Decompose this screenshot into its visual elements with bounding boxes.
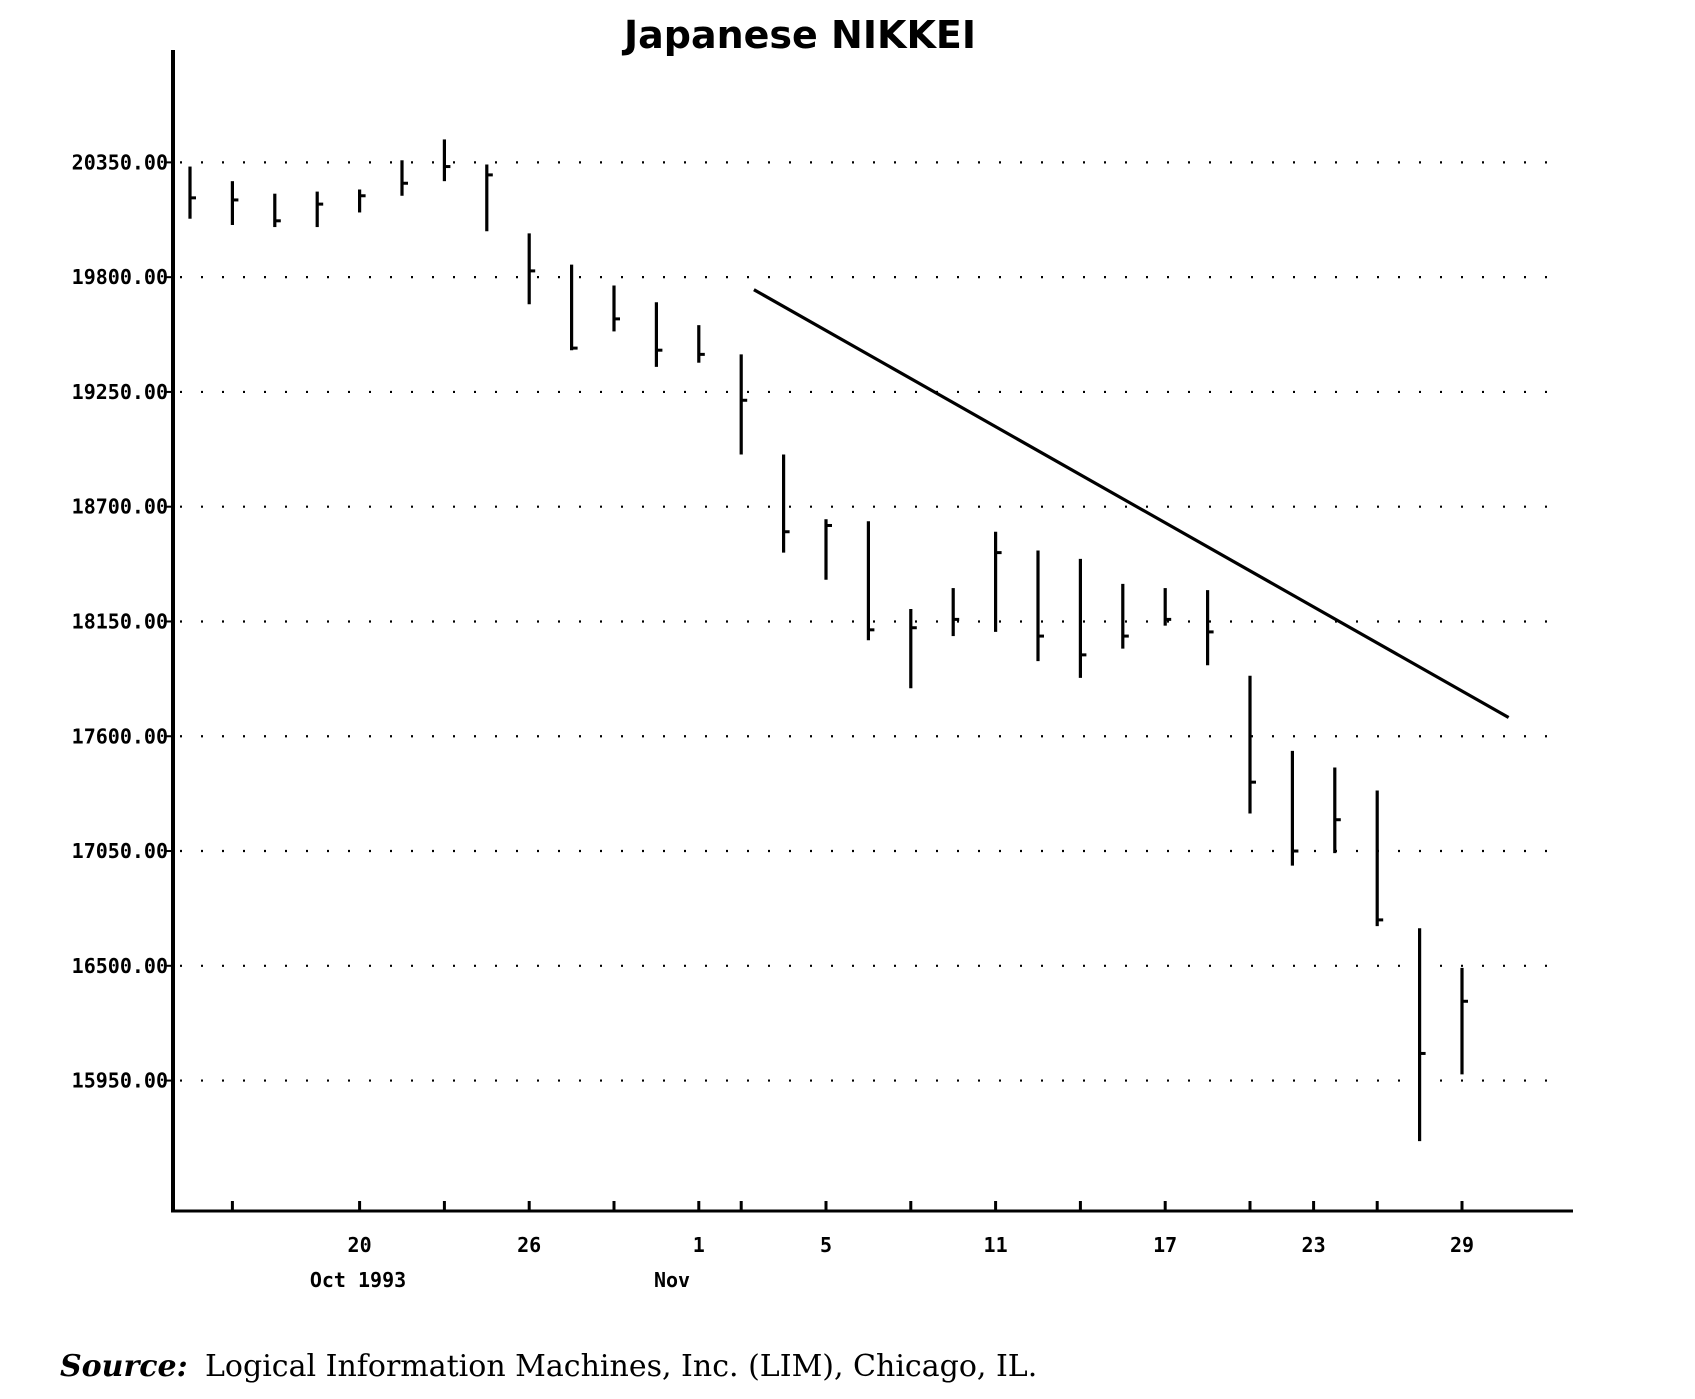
x-tick-label: 23 — [1302, 1233, 1326, 1257]
price-bar — [1333, 767, 1341, 854]
price-bar — [993, 531, 1002, 632]
y-tick-label: 18700.00 — [72, 495, 168, 519]
price-bar — [1036, 550, 1044, 662]
axes — [171, 50, 1573, 1213]
price-bar — [951, 588, 960, 637]
gridlines — [166, 161, 1560, 1082]
price-bar — [1460, 967, 1468, 1075]
x-tick-label: 20 — [348, 1233, 372, 1257]
chart-title: Japanese NIKKEI — [621, 13, 976, 57]
y-tick-label: 19250.00 — [72, 380, 168, 404]
price-bar — [442, 139, 451, 182]
trendline — [753, 288, 1510, 719]
price-bar — [1205, 590, 1214, 666]
x-tick-label: 17 — [1153, 1233, 1177, 1257]
price-bar — [315, 191, 324, 228]
price-bar — [527, 233, 536, 305]
price-bar — [824, 519, 832, 580]
source-text: Logical Information Machines, Inc. (LIM)… — [205, 1349, 1037, 1384]
price-bar — [781, 454, 790, 553]
price-bar — [612, 285, 620, 332]
y-tick-label: 19800.00 — [72, 265, 168, 289]
price-bar — [358, 189, 366, 213]
y-tick-label: 16500.00 — [72, 954, 168, 978]
price-bar — [569, 264, 578, 351]
x-sub-label: Nov — [654, 1268, 690, 1292]
x-tick-label: 11 — [984, 1233, 1008, 1257]
price-bar — [739, 354, 748, 455]
price-bar — [273, 193, 281, 228]
price-bar — [230, 181, 239, 225]
y-tick-label: 18150.00 — [72, 609, 168, 633]
y-axis-tick-labels: 20350.00 19800.00 19250.00 18700.00 18150.00… — [72, 150, 168, 1092]
x-tick-label: 26 — [517, 1233, 541, 1257]
price-bar — [1248, 675, 1256, 814]
y-tick-label: 15950.00 — [72, 1069, 168, 1093]
price-bar — [1163, 588, 1172, 626]
x-axis-tick-labels: 20 26 1 5 11 17 23 29 Oct 1993 Nov — [230, 1201, 1474, 1292]
y-tick-label: 17050.00 — [72, 839, 168, 863]
x-tick-label: 5 — [820, 1233, 832, 1257]
price-bar — [485, 164, 493, 232]
price-bars — [188, 139, 1468, 1142]
price-bar — [1417, 928, 1426, 1142]
price-bar — [1121, 583, 1129, 649]
y-tick-label: 20350.00 — [72, 150, 168, 174]
price-bar — [697, 325, 705, 363]
trendline-layer — [753, 288, 1510, 719]
price-bar — [1375, 790, 1384, 927]
x-tick-label: 1 — [693, 1233, 705, 1257]
price-bar — [1290, 750, 1299, 866]
price-bar — [909, 608, 917, 689]
x-sub-label: Oct 1993 — [310, 1268, 406, 1292]
price-bar — [654, 302, 663, 367]
y-tick-label: 17600.00 — [72, 724, 168, 748]
price-bar — [866, 521, 875, 641]
source-note: Source: Logical Information Machines, In… — [60, 1349, 1037, 1384]
price-bar — [188, 166, 196, 219]
source-label: Source: — [60, 1349, 188, 1384]
price-bar — [400, 160, 408, 196]
price-bar — [1078, 558, 1087, 678]
x-tick-label: 29 — [1450, 1233, 1474, 1257]
